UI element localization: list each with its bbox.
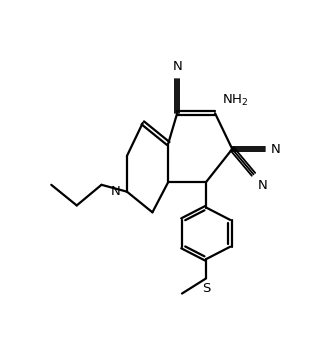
Text: NH$_2$: NH$_2$ bbox=[222, 92, 248, 108]
Text: N: N bbox=[172, 60, 182, 73]
Text: N: N bbox=[258, 179, 267, 192]
Text: N: N bbox=[110, 185, 120, 198]
Text: S: S bbox=[202, 282, 210, 295]
Text: N: N bbox=[271, 143, 280, 156]
